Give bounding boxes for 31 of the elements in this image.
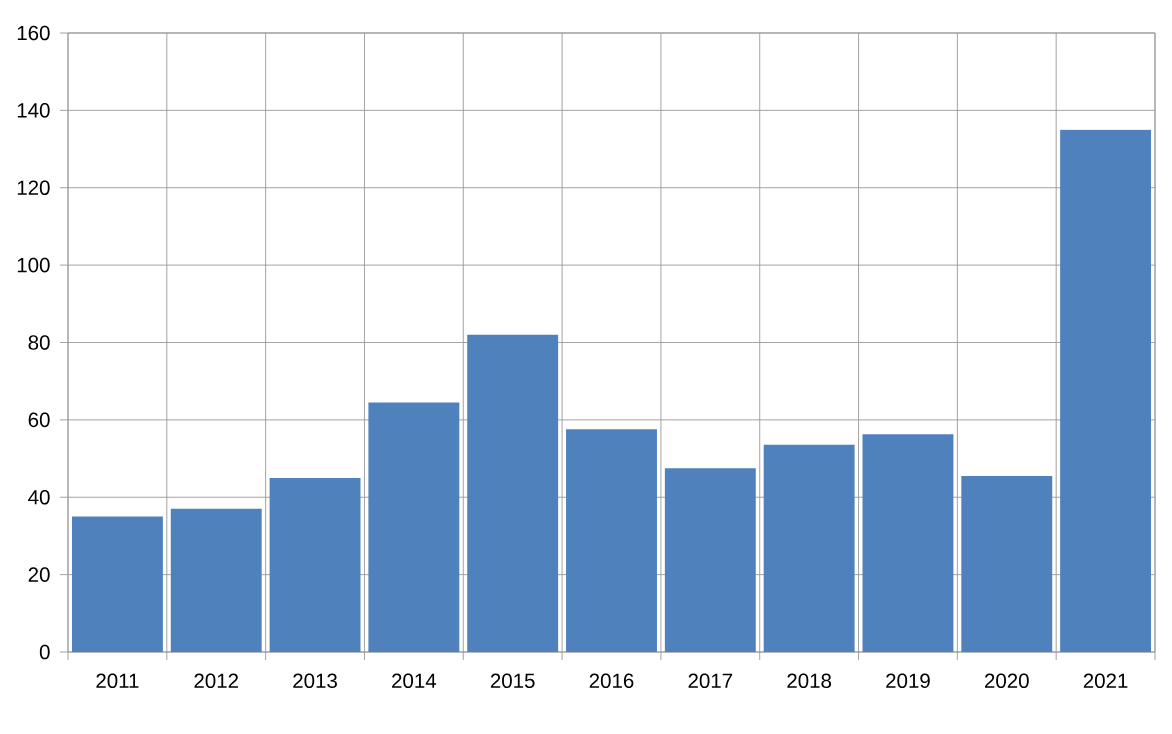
x-tick-label: 2017 [688,673,733,689]
bar [664,468,756,652]
bar [763,444,855,652]
bar [1060,129,1152,652]
y-tick-label: 40 [28,489,50,505]
bar [862,434,954,652]
y-tick-label: 100 [17,257,50,273]
bar [368,402,460,652]
x-tick-label: 2011 [96,673,139,689]
bar [566,429,657,652]
y-tick-label: 160 [17,25,50,41]
bar [467,334,559,652]
x-tick-label: 2015 [490,673,535,689]
x-tick-label: 2014 [392,673,437,689]
y-tick-label: 0 [39,644,50,660]
y-tick-label: 120 [17,180,50,196]
y-tick-label: 20 [28,567,50,582]
x-tick-label: 2018 [787,673,832,689]
x-tick-label: 2020 [985,673,1029,689]
y-tick-label: 80 [28,335,50,350]
y-tick-label: 140 [17,103,50,118]
x-tick-label: 2019 [886,673,930,689]
bar [170,508,262,652]
bar [71,516,163,652]
x-tick-label: 2021 [1083,673,1128,689]
bar [961,475,1053,652]
x-tick-label: 2016 [589,673,634,689]
x-tick-label: 2012 [194,673,238,689]
y-tick-label: 60 [28,412,50,428]
bar [269,477,361,652]
x-tick-label: 2013 [293,673,337,689]
